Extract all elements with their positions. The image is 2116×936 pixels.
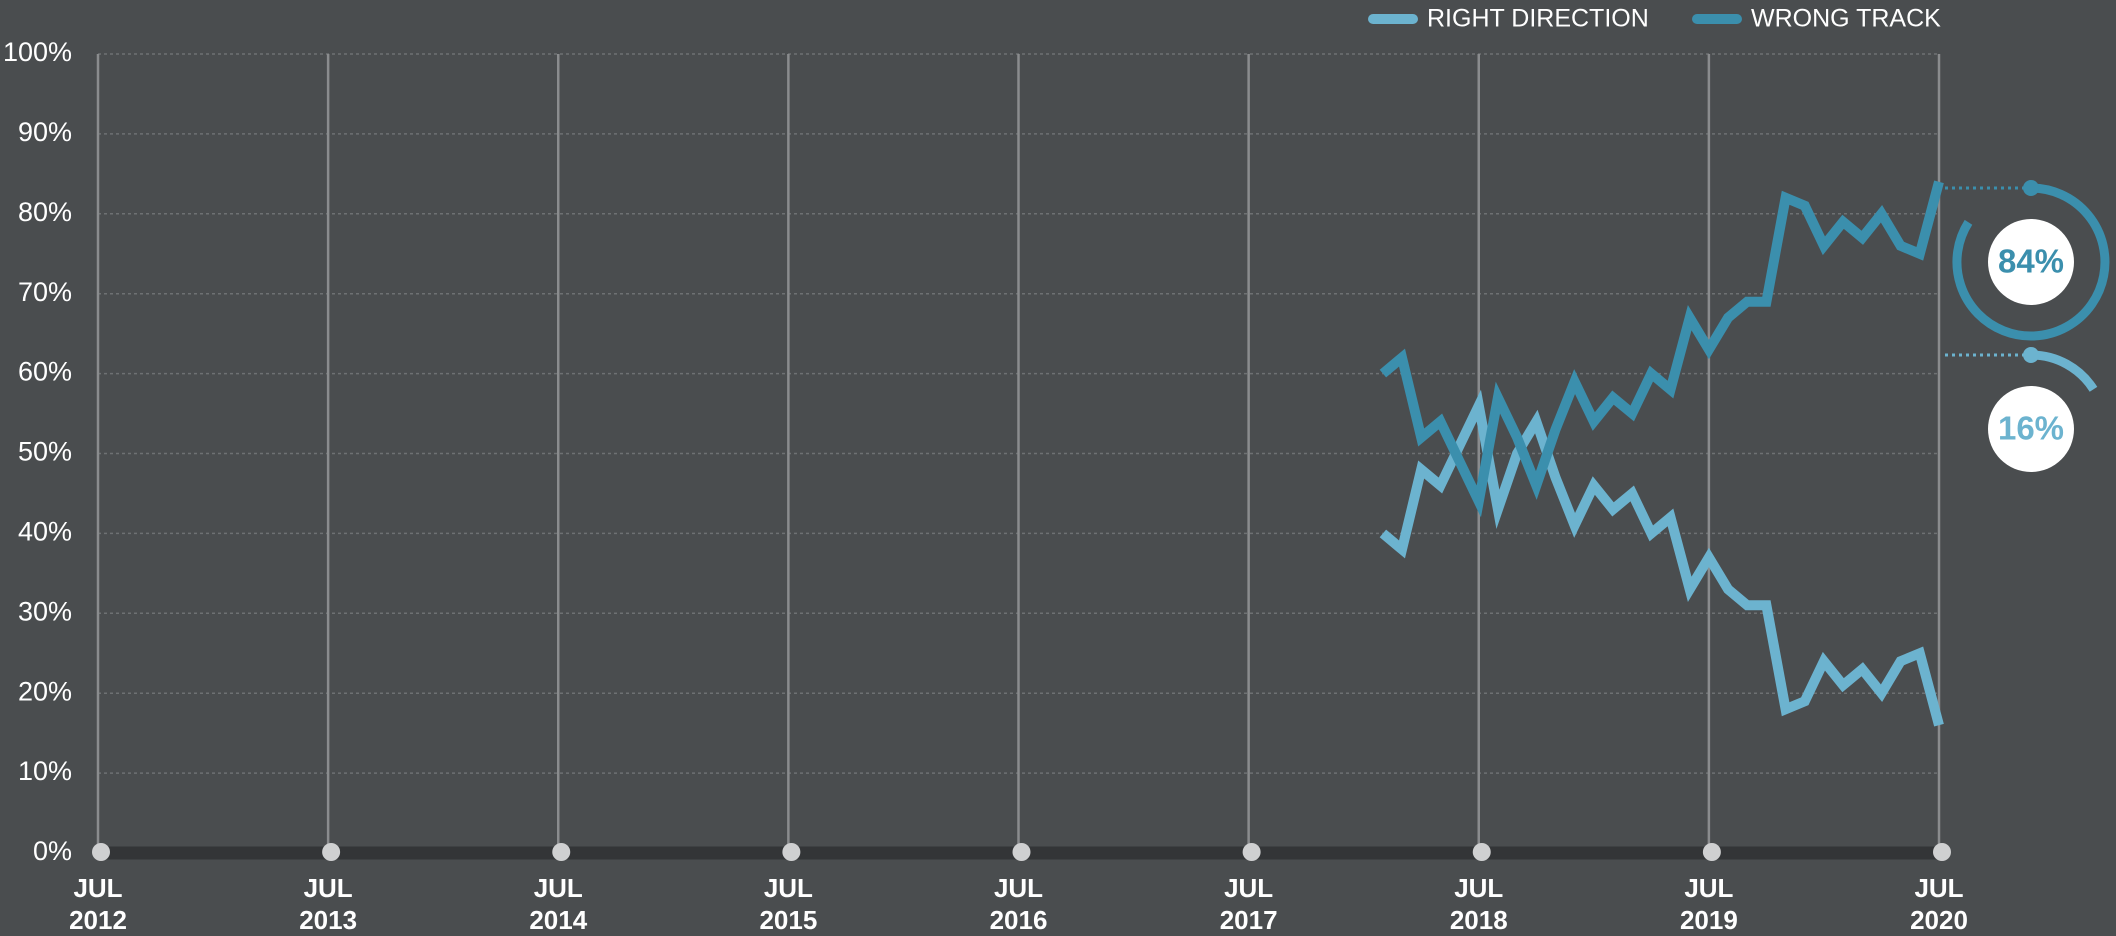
value-badge <box>1988 219 2074 305</box>
tick-dot <box>1702 843 1721 861</box>
x-tick-label: JUL 2016 <box>989 873 1048 935</box>
x-tick-label: JUL 2012 <box>69 873 127 935</box>
legend-label: RIGHT DIRECTION <box>1427 5 1649 33</box>
y-tick-label: 60% <box>18 357 72 387</box>
tick-dot <box>1933 843 1951 861</box>
legend-label: WRONG TRACK <box>1751 5 1941 33</box>
ring-dot <box>2023 180 2039 196</box>
tick-dot <box>552 843 571 861</box>
x-tick-label: JUL 2013 <box>299 873 358 935</box>
value-ring <box>1952 183 2110 341</box>
y-tick-label: 80% <box>18 197 72 227</box>
value-label: 84% <box>1998 243 2064 280</box>
y-tick-label: 100% <box>3 37 72 67</box>
y-tick-label: 30% <box>18 596 72 626</box>
y-tick-label: 40% <box>18 517 72 547</box>
x-tick-label: JUL 2019 <box>1679 873 1738 935</box>
x-tick-label: JUL 2017 <box>1219 873 1278 935</box>
y-tick-label: 70% <box>18 277 72 307</box>
tick-dot <box>782 843 801 861</box>
series-line <box>1379 180 1944 518</box>
y-tick-label: 50% <box>18 437 72 467</box>
value-label: 16% <box>1998 410 2064 447</box>
ring-dot <box>2023 347 2039 363</box>
y-tick-label: 0% <box>33 836 72 866</box>
value-badge <box>1988 386 2074 472</box>
x-tick-label: JUL 2015 <box>759 873 818 935</box>
tick-dot <box>1242 843 1261 861</box>
y-tick-label: 20% <box>18 676 72 706</box>
value-ring <box>2030 350 2098 392</box>
y-tick-label: 10% <box>18 756 72 786</box>
x-tick-label: JUL 2018 <box>1449 873 1508 935</box>
x-tick-label: JUL 2020 <box>1910 873 1968 935</box>
series-line <box>1379 389 1944 727</box>
tick-dot <box>322 843 341 861</box>
tick-dot <box>1472 843 1491 861</box>
tick-dot <box>92 843 110 861</box>
x-tick-label: JUL 2014 <box>529 873 588 935</box>
y-tick-label: 90% <box>18 117 72 147</box>
tick-dot <box>1012 843 1031 861</box>
